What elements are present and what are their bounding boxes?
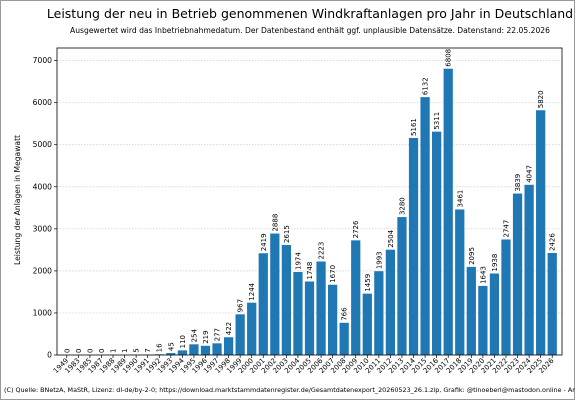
bar (362, 293, 372, 355)
value-label: 0 (63, 349, 71, 353)
value-label: 5311 (433, 112, 441, 130)
value-label: 16 (156, 343, 164, 352)
chart-title: Leistung der neu in Betrieb genommenen W… (47, 6, 573, 21)
value-label: 7 (144, 348, 152, 352)
value-label: 1 (110, 348, 118, 352)
value-label: 45 (167, 342, 175, 351)
bar (177, 350, 187, 355)
value-label: 0 (75, 349, 83, 353)
source-note: (C) Quelle: BNetzA, MaStR, Lizenz: dl-de… (4, 386, 575, 394)
bar (200, 345, 211, 355)
value-label: 0 (98, 349, 106, 353)
value-label: 2747 (502, 220, 510, 238)
y-tick-label: 3000 (33, 224, 52, 233)
value-label: 422 (225, 322, 233, 335)
bar (478, 285, 488, 355)
value-label: 254 (190, 328, 198, 342)
bar (247, 302, 257, 355)
bar (501, 239, 511, 355)
bar (397, 217, 407, 355)
y-tick-label: 0 (47, 351, 52, 360)
bar (547, 252, 557, 355)
value-label: 1670 (329, 265, 337, 283)
bar (235, 314, 245, 355)
bar (270, 233, 280, 355)
value-label: 4047 (526, 165, 534, 183)
bar (489, 273, 500, 355)
y-tick-label: 2000 (33, 266, 52, 275)
value-label: 5820 (537, 90, 545, 108)
value-label: 0 (86, 349, 94, 353)
value-label: 2419 (260, 233, 268, 251)
bar (223, 337, 234, 355)
value-label: 1643 (479, 266, 487, 284)
value-label: 3280 (398, 197, 406, 215)
value-label: 2888 (271, 214, 279, 232)
bar (443, 68, 453, 356)
bar (351, 240, 361, 355)
bar (304, 281, 315, 355)
bar (512, 193, 523, 355)
bar (408, 137, 419, 355)
value-label: 1938 (491, 254, 499, 272)
bar (327, 284, 338, 355)
y-tick-label: 6000 (33, 98, 52, 107)
bar (524, 184, 534, 355)
value-label: 6808 (445, 49, 453, 67)
bar (420, 97, 430, 356)
value-label: 1459 (364, 274, 372, 292)
value-label: 2095 (468, 247, 476, 265)
value-label: 2504 (387, 229, 395, 247)
y-tick-label: 4000 (33, 182, 52, 191)
value-label: 2426 (549, 233, 557, 251)
value-label: 2615 (283, 225, 291, 243)
y-tick-label: 5000 (33, 140, 52, 149)
value-label: 1748 (306, 262, 314, 280)
value-label: 766 (341, 307, 349, 321)
value-label: 1974 (294, 252, 302, 270)
value-label: 3839 (514, 174, 522, 192)
y-tick-label: 7000 (33, 56, 52, 65)
bar (258, 253, 268, 355)
value-label: 277 (214, 328, 222, 341)
bar (189, 344, 199, 355)
bar (212, 343, 222, 355)
value-label: 219 (202, 330, 210, 343)
bar (455, 209, 465, 355)
value-label: 3461 (456, 190, 464, 208)
value-label: 967 (237, 299, 245, 312)
bar (432, 131, 442, 355)
value-label: 2726 (352, 220, 360, 238)
value-label: 5 (133, 348, 141, 352)
y-tick-label: 1000 (33, 308, 52, 317)
bar (536, 110, 546, 356)
value-label: 1 (121, 348, 129, 352)
value-label: 1244 (248, 282, 256, 300)
bar (385, 249, 396, 355)
value-label: 2223 (318, 242, 326, 260)
value-label: 5161 (410, 118, 418, 136)
bar (166, 353, 176, 355)
value-label: 110 (179, 335, 187, 348)
bar (316, 261, 326, 355)
value-label: 6132 (422, 77, 430, 95)
chart-subtitle: Ausgewertet wird das Inbetriebnahmedatum… (70, 26, 550, 35)
plot-border (56, 47, 563, 356)
bar (466, 266, 476, 355)
bar (281, 245, 292, 355)
bar (374, 271, 384, 355)
bar (339, 322, 349, 355)
value-label: 1993 (375, 251, 383, 269)
y-axis-label: Leistung der Anlagen in Megawatt (13, 135, 22, 265)
bar (293, 271, 303, 355)
